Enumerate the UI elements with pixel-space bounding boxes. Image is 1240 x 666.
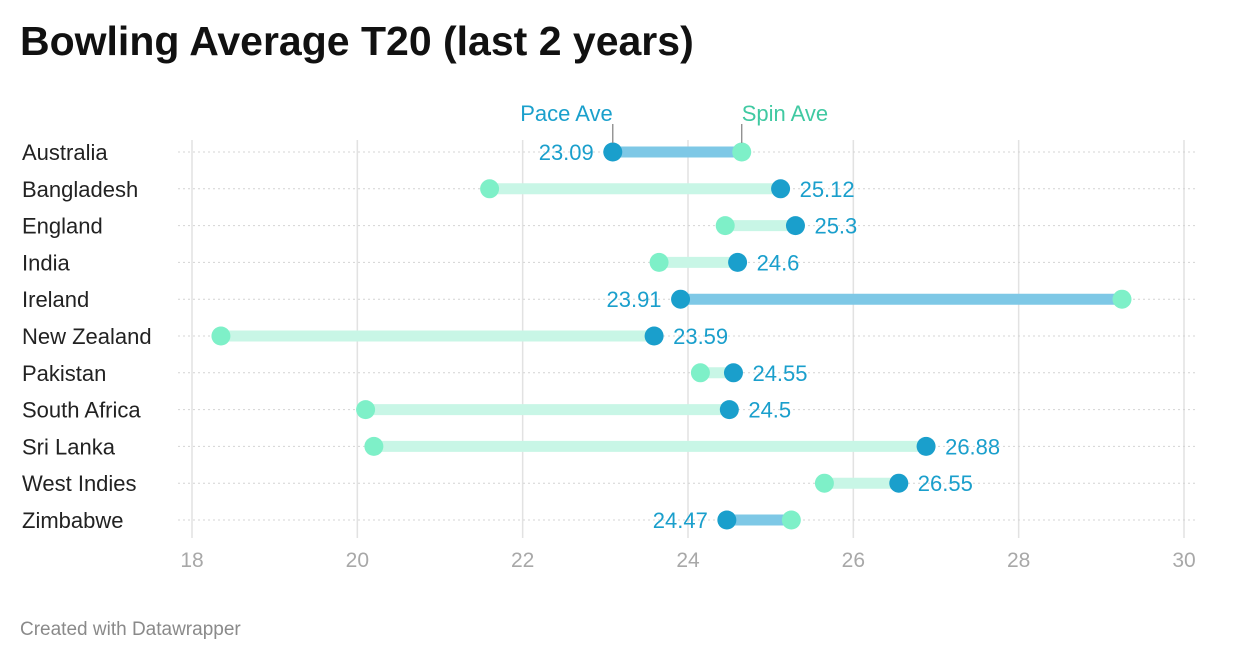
spin-ave-dot bbox=[356, 400, 376, 420]
pace-value-label: 25.12 bbox=[800, 177, 855, 202]
pace-value-label: 25.3 bbox=[814, 214, 857, 239]
pace-ave-dot bbox=[728, 252, 748, 272]
x-tick-label: 26 bbox=[842, 549, 865, 572]
pace-value-label: 26.55 bbox=[918, 471, 973, 496]
footer-credit: Created with Datawrapper bbox=[20, 619, 241, 640]
x-tick-label: 18 bbox=[180, 549, 203, 572]
spin-ave-dot bbox=[732, 142, 752, 162]
category-label: Australia bbox=[22, 140, 108, 165]
spin-ave-dot bbox=[715, 216, 735, 236]
category-label: Sri Lanka bbox=[22, 434, 116, 459]
category-label: England bbox=[22, 214, 103, 239]
category-label: Pakistan bbox=[22, 361, 106, 386]
category-label: India bbox=[22, 250, 70, 275]
spin-ave-dot bbox=[480, 179, 500, 199]
spin-ave-dot bbox=[649, 252, 669, 272]
spin-ave-dot bbox=[364, 436, 384, 456]
pace-value-label: 23.59 bbox=[673, 324, 728, 349]
x-tick-label: 22 bbox=[511, 549, 534, 572]
pace-value-label: 23.91 bbox=[606, 287, 661, 312]
pace-ave-dot bbox=[671, 289, 691, 309]
pace-value-label: 24.6 bbox=[757, 250, 800, 275]
category-label: Bangladesh bbox=[22, 177, 138, 202]
spin-ave-dot bbox=[211, 326, 231, 346]
pace-value-label: 23.09 bbox=[539, 140, 594, 165]
spin-ave-dot bbox=[781, 510, 801, 530]
x-tick-label: 28 bbox=[1007, 549, 1030, 572]
category-label: Zimbabwe bbox=[22, 508, 123, 533]
x-tick-label: 24 bbox=[676, 549, 700, 572]
category-label: New Zealand bbox=[22, 324, 152, 349]
pace-ave-dot bbox=[603, 142, 623, 162]
pace-ave-dot bbox=[717, 510, 737, 530]
pace-value-label: 24.55 bbox=[752, 361, 807, 386]
pace-ave-dot bbox=[916, 436, 936, 456]
pace-ave-dot bbox=[771, 179, 791, 199]
pace-ave-dot bbox=[889, 473, 909, 493]
pace-value-label: 26.88 bbox=[945, 434, 1000, 459]
legend-spin-label: Spin Ave bbox=[742, 101, 828, 126]
category-label: West Indies bbox=[22, 471, 137, 496]
pace-ave-dot bbox=[723, 363, 743, 383]
pace-ave-dot bbox=[719, 400, 739, 420]
pace-ave-dot bbox=[644, 326, 664, 346]
pace-value-label: 24.5 bbox=[748, 398, 791, 423]
spin-ave-dot bbox=[690, 363, 710, 383]
x-tick-label: 20 bbox=[346, 549, 369, 572]
category-label: Ireland bbox=[22, 287, 89, 312]
pace-value-label: 24.47 bbox=[653, 508, 708, 533]
category-label: South Africa bbox=[22, 398, 141, 423]
chart-title: Bowling Average T20 (last 2 years) bbox=[20, 18, 694, 64]
legend-pace-label: Pace Ave bbox=[520, 101, 613, 126]
spin-ave-dot bbox=[814, 473, 834, 493]
spin-ave-dot bbox=[1112, 289, 1132, 309]
pace-ave-dot bbox=[785, 216, 805, 236]
x-tick-label: 30 bbox=[1172, 549, 1195, 572]
